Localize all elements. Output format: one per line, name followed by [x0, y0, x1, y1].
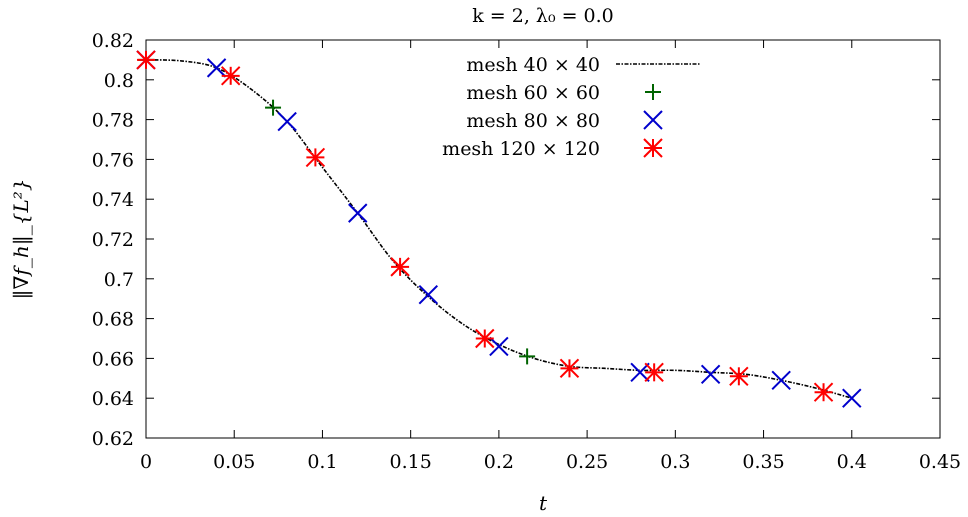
data-point — [519, 348, 536, 365]
y-tick-label: 0.74 — [92, 189, 134, 211]
legend-marker — [645, 84, 661, 100]
data-point — [813, 382, 834, 402]
y-tick-label: 0.82 — [92, 30, 134, 52]
legend-item: mesh 80 × 80 — [466, 110, 663, 132]
data-point — [277, 111, 297, 132]
legend-label: mesh 120 × 120 — [442, 138, 600, 160]
legend-item: mesh 120 × 120 — [442, 138, 663, 160]
legend-item: mesh 40 × 40 — [466, 54, 700, 76]
x-tick-label: 0.35 — [742, 451, 784, 473]
y-tick-label: 0.7 — [104, 269, 134, 291]
data-point — [220, 66, 241, 86]
legend-item: mesh 60 × 60 — [466, 82, 661, 104]
chart-title: k = 2, λ₀ = 0.0 — [472, 5, 614, 27]
data-point — [136, 50, 156, 70]
x-tick-label: 0.4 — [837, 451, 867, 473]
data-point — [700, 364, 721, 385]
data-point — [644, 362, 664, 383]
data-point — [305, 147, 326, 168]
axis-ticks: 0 0.05 0.1 0.15 0.2 0.25 0.3 0.35 0.4 0.45 0.62 0.6… — [92, 30, 961, 473]
y-tick-label: 0.66 — [92, 348, 134, 370]
y-tick-label: 0.8 — [104, 70, 134, 92]
y-tick-label: 0.78 — [92, 110, 134, 132]
data-point — [418, 285, 439, 305]
legend-label: mesh 40 × 40 — [466, 54, 600, 76]
y-tick-label: 0.72 — [92, 229, 134, 251]
data-point — [475, 328, 495, 349]
data-point — [729, 366, 749, 387]
x-axis-label-text: t — [539, 491, 548, 515]
legend-marker — [643, 110, 663, 130]
data-point — [348, 203, 368, 223]
data-point — [559, 358, 580, 379]
data-point — [842, 388, 862, 408]
y-tick-label: 0.64 — [92, 388, 134, 410]
x-tick-label: 0.45 — [919, 451, 961, 473]
legend-label: mesh 80 × 80 — [466, 110, 600, 132]
legend: mesh 40 × 40 mesh 60 × 60 mesh 80 × 80 mesh… — [442, 54, 700, 160]
legend-label: mesh 60 × 60 — [466, 82, 600, 104]
x-tick-label: 0.2 — [484, 451, 514, 473]
legend-marker — [643, 138, 663, 158]
y-tick-label: 0.62 — [92, 428, 134, 450]
x-tick-label: 0.05 — [213, 451, 255, 473]
data-point — [489, 336, 509, 357]
x-tick-label: 0.1 — [307, 451, 337, 473]
data-point — [265, 99, 282, 116]
series-layer — [136, 50, 862, 408]
x-tick-label: 0.15 — [390, 451, 432, 473]
data-point — [390, 257, 410, 277]
y-tick-label: 0.68 — [92, 309, 134, 331]
data-point — [630, 362, 650, 383]
data-point — [206, 58, 227, 78]
data-point — [771, 370, 791, 390]
x-tick-label: 0.25 — [566, 451, 608, 473]
x-tick-label: 0.3 — [660, 451, 690, 473]
x-axis-label: t — [539, 491, 548, 515]
chart-title-text: k = 2, λ₀ = 0.0 — [472, 5, 614, 27]
series-4 — [136, 50, 834, 402]
x-tick-label: 0 — [140, 451, 152, 473]
y-axis-label-text: ‖∇f_h‖_{L²} — [9, 179, 34, 300]
y-tick-label: 0.76 — [92, 149, 134, 171]
series-3 — [136, 50, 862, 408]
y-axis-label: ‖∇f_h‖_{L²} — [9, 179, 34, 300]
